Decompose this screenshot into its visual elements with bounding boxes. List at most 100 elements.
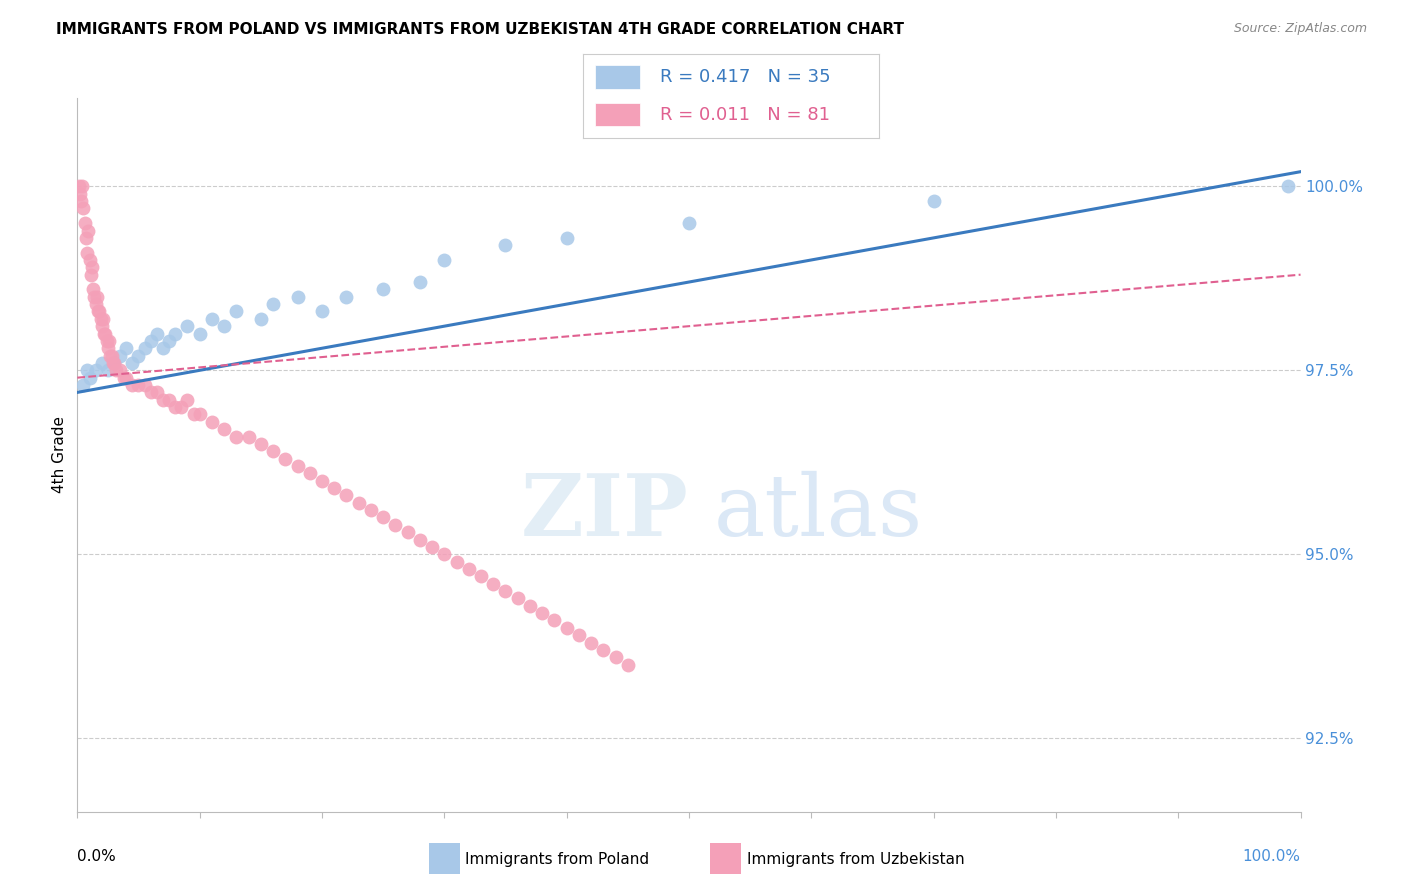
Point [371, 282, 394, 296]
Text: R = 0.011   N = 81: R = 0.011 N = 81 [661, 105, 831, 123]
Point [188, 326, 211, 341]
Text: ZIP: ZIP [522, 470, 689, 554]
Point [287, 458, 309, 473]
Point [105, 363, 128, 377]
Point [146, 385, 169, 400]
Point [188, 408, 211, 422]
Point [103, 356, 125, 370]
Point [115, 341, 138, 355]
Point [250, 437, 273, 451]
Point [75, 231, 97, 245]
Point [482, 576, 505, 591]
Point [568, 628, 591, 642]
Point [519, 599, 541, 613]
Point [335, 290, 357, 304]
Point [94, 326, 117, 341]
Point [128, 349, 150, 363]
FancyBboxPatch shape [595, 65, 640, 89]
Point [396, 525, 419, 540]
Point [225, 429, 247, 443]
Point [287, 290, 309, 304]
Point [165, 400, 187, 414]
Point [592, 643, 614, 657]
Point [555, 621, 578, 635]
Point [139, 385, 162, 400]
Point [165, 326, 187, 341]
Point [97, 341, 120, 355]
Point [93, 326, 115, 341]
Point [311, 304, 333, 318]
Point [79, 370, 101, 384]
Point [360, 503, 382, 517]
Point [76, 363, 98, 377]
Point [323, 481, 346, 495]
Point [67, 179, 90, 194]
Point [543, 614, 565, 628]
Point [409, 533, 432, 547]
Point [274, 451, 297, 466]
Point [84, 363, 107, 377]
Text: Immigrants from Poland: Immigrants from Poland [465, 853, 650, 867]
Point [70, 179, 93, 194]
Point [678, 216, 700, 230]
Point [146, 326, 169, 341]
Text: atlas: atlas [713, 470, 922, 554]
Point [139, 334, 162, 348]
Point [96, 334, 118, 348]
Text: IMMIGRANTS FROM POLAND VS IMMIGRANTS FROM UZBEKISTAN 4TH GRADE CORRELATION CHART: IMMIGRANTS FROM POLAND VS IMMIGRANTS FRO… [56, 22, 904, 37]
Point [335, 488, 357, 502]
Text: 0.0%: 0.0% [77, 849, 117, 864]
Point [97, 363, 120, 377]
Y-axis label: 4th Grade: 4th Grade [52, 417, 67, 493]
Point [262, 297, 284, 311]
Point [446, 555, 468, 569]
Text: Source: ZipAtlas.com: Source: ZipAtlas.com [1233, 22, 1367, 36]
Point [420, 540, 443, 554]
Point [212, 422, 235, 436]
Point [298, 467, 321, 481]
Point [70, 194, 93, 208]
Point [90, 311, 112, 326]
Point [83, 290, 105, 304]
Point [238, 429, 260, 443]
Point [76, 245, 98, 260]
Point [262, 444, 284, 458]
Point [112, 370, 135, 384]
Point [506, 591, 529, 606]
Point [617, 657, 640, 672]
Point [176, 392, 198, 407]
Point [90, 356, 112, 370]
Point [157, 392, 180, 407]
Point [80, 268, 103, 282]
Point [115, 370, 138, 384]
Point [152, 341, 174, 355]
Point [470, 569, 492, 583]
Point [108, 363, 131, 377]
Point [152, 392, 174, 407]
Point [90, 319, 112, 334]
Point [80, 260, 103, 275]
Point [225, 304, 247, 318]
Point [457, 562, 479, 576]
FancyBboxPatch shape [595, 103, 640, 127]
Point [134, 378, 156, 392]
Point [84, 297, 107, 311]
Text: 100.0%: 100.0% [1243, 849, 1301, 864]
Point [72, 378, 94, 392]
Point [103, 356, 125, 370]
Point [371, 510, 394, 524]
Point [82, 282, 104, 296]
Point [89, 304, 111, 318]
Point [384, 517, 406, 532]
Point [201, 311, 224, 326]
Point [79, 252, 101, 267]
Point [87, 304, 110, 318]
Point [157, 334, 180, 348]
Point [134, 341, 156, 355]
Point [73, 216, 96, 230]
Point [409, 275, 432, 289]
Point [121, 356, 143, 370]
Point [183, 408, 205, 422]
Point [347, 496, 370, 510]
Point [69, 186, 91, 201]
